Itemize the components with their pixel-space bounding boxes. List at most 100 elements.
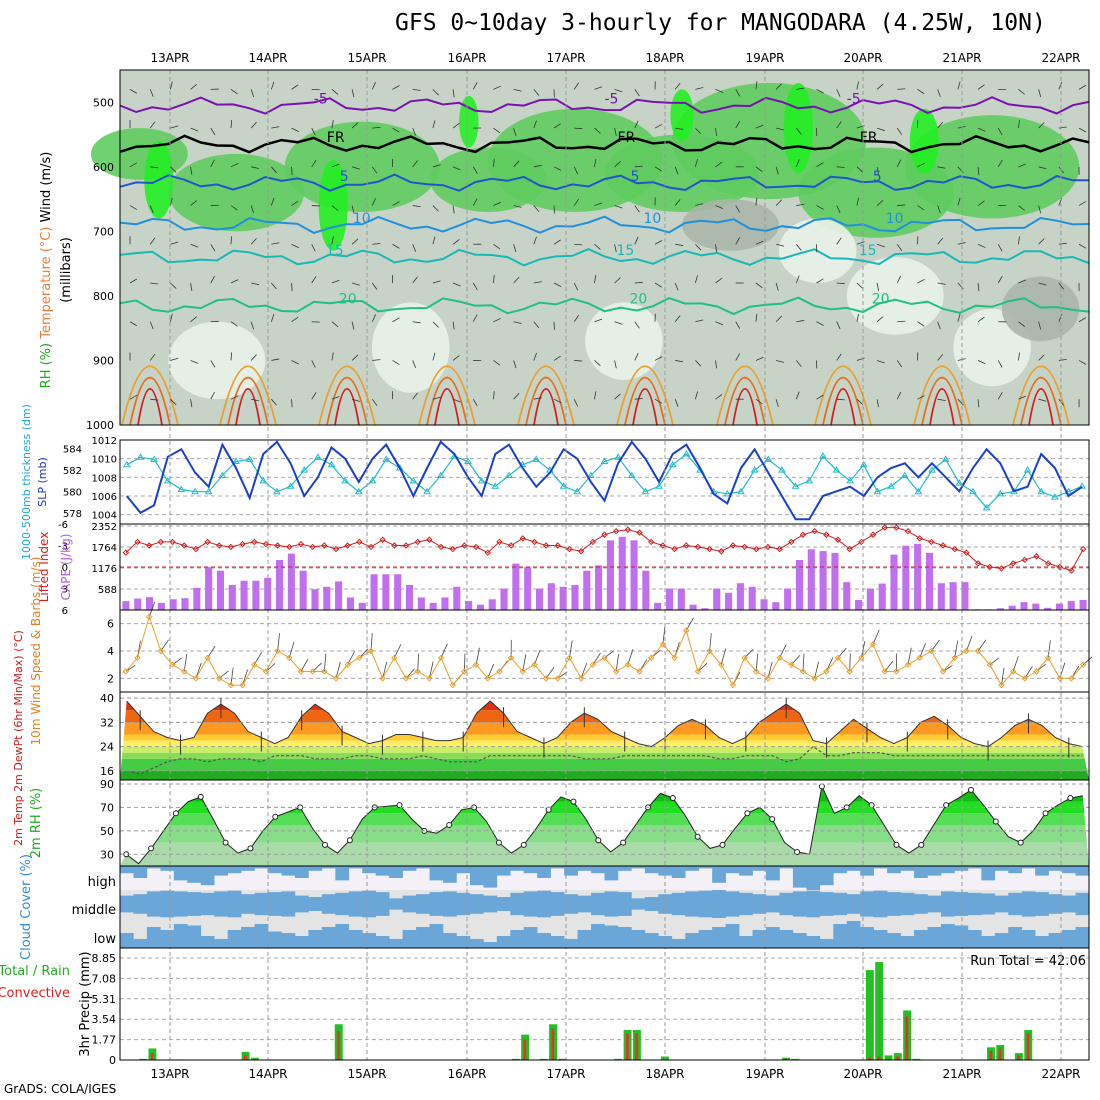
precip-convective-bar: [625, 1033, 629, 1060]
wind-barb: [291, 243, 299, 249]
low-cloud-bar: [510, 930, 525, 948]
wind-barb: [795, 159, 800, 167]
high-cloud-bar: [1075, 866, 1090, 876]
wind-barb: [291, 200, 299, 206]
low-cloud-bar: [443, 933, 457, 948]
wind-barb: [775, 315, 783, 323]
thickness-point: [805, 476, 814, 484]
date-label-bottom: 20APR: [843, 1067, 882, 1081]
li-point: [1033, 553, 1040, 560]
wind-speed-point: [939, 668, 947, 675]
surface-wind-barb: [522, 654, 527, 672]
thickness-point: [846, 476, 855, 484]
rh-point: [247, 845, 254, 852]
high-cloud-bar: [940, 866, 955, 874]
cape-bar: [500, 588, 508, 610]
li-point: [963, 549, 970, 556]
date-label-top: 18APR: [645, 51, 684, 65]
wind-barb: [836, 89, 841, 97]
rh-point: [321, 841, 328, 848]
thickness-point: [1050, 493, 1059, 500]
wind-barb: [331, 236, 334, 245]
wind-barb: [695, 127, 702, 135]
wind-speed-point: [519, 668, 526, 675]
high-cloud-bar: [819, 866, 834, 886]
high-cloud-bar: [752, 866, 767, 871]
wind-barb: [472, 198, 478, 206]
li-point: [181, 542, 188, 549]
wind-speed-point: [367, 647, 375, 655]
mid-cloud-bar: [510, 892, 525, 916]
wind-barb: [997, 127, 1003, 136]
thickness-point: [191, 487, 199, 495]
wind-barb: [634, 398, 643, 400]
high-cloud-bar: [833, 866, 848, 874]
wind-barb: [816, 205, 824, 210]
rh-blob: [284, 121, 440, 212]
wind-barb: [1018, 120, 1020, 129]
wind-barb: [331, 396, 340, 400]
isotherm-label: -5: [847, 92, 861, 108]
mid-cloud-bar: [254, 892, 269, 916]
wind-barb: [1018, 321, 1025, 327]
profile-ylabel-text: RH (%) Temperature (°C) Wind (m/s): [39, 152, 54, 389]
high-cloud-bar: [443, 866, 457, 883]
mid-cloud-bar: [887, 892, 901, 916]
low-cloud-bar: [469, 939, 484, 948]
surface-wind-barb: [323, 653, 327, 672]
wind-barb: [412, 160, 418, 168]
wind-barb: [594, 202, 603, 206]
wind-barb: [129, 321, 138, 327]
cape-bar: [595, 565, 603, 610]
wind-barb: [513, 205, 522, 208]
high-cloud-bar: [200, 866, 215, 886]
surface-wind-barb: [825, 657, 834, 672]
date-label-top: 22APR: [1041, 51, 1080, 65]
cape-bar: [713, 588, 721, 610]
low-cloud-bar: [954, 925, 969, 948]
cape-bar: [1008, 605, 1016, 610]
mid-cloud-bar: [187, 892, 202, 916]
wind-barb: [856, 81, 859, 90]
cape-bar: [323, 586, 331, 610]
low-cloud-bar: [712, 927, 726, 948]
wind-barb: [271, 242, 280, 245]
wind-barb: [937, 89, 941, 97]
wind-barb: [170, 166, 177, 173]
wind-speed-point: [344, 661, 351, 668]
mid-cloud-bar: [375, 892, 390, 916]
wind-barb: [170, 357, 179, 361]
cape-bar: [855, 600, 863, 610]
thickness-point: [1037, 487, 1046, 495]
isotherm-line: [119, 134, 1090, 154]
cape-bar: [394, 574, 402, 610]
slp-tick-label: 1004: [92, 511, 117, 522]
wind-barb: [977, 399, 980, 408]
surface-wind-barb: [393, 644, 402, 659]
isotherm-label: FR: [618, 130, 636, 146]
cape-bar: [748, 586, 756, 610]
wind-speed-point: [823, 668, 830, 675]
surface-wind-barb: [148, 601, 156, 617]
rh-point: [669, 795, 676, 802]
wind-barb: [412, 276, 418, 284]
wind-barb: [674, 315, 681, 322]
wind-barb: [876, 360, 885, 364]
surface-wind-barb: [207, 645, 216, 659]
thickness-point: [505, 471, 513, 479]
wind-barb: [715, 244, 717, 253]
wind-barb: [755, 398, 763, 405]
wind-barb: [977, 360, 986, 365]
wind-barb: [1058, 126, 1067, 129]
wind-barb: [614, 321, 623, 325]
mid-cloud-bar: [443, 891, 457, 917]
wind-speed-point: [251, 661, 258, 668]
thickness-point: [614, 453, 623, 460]
low-cloud-bar: [321, 927, 336, 948]
wind-barb: [169, 313, 173, 322]
wind-speed-point: [706, 647, 713, 655]
li-point: [297, 540, 305, 548]
wind-barb: [150, 282, 159, 285]
thickness-point: [668, 460, 677, 468]
low-cloud-bar: [604, 925, 619, 948]
